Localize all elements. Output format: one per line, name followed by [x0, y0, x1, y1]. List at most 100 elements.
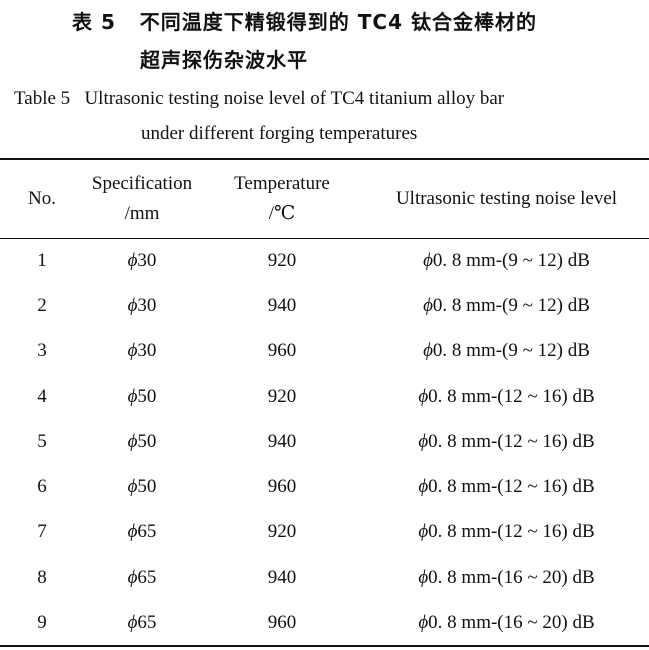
- phi-symbol: ϕ: [423, 294, 433, 316]
- table-cell: 6: [0, 464, 84, 509]
- table-row: 4 ϕ50 920 ϕ0. 8 mm-(12 ~ 16) dB: [0, 374, 649, 419]
- phi-symbol: ϕ: [423, 340, 433, 362]
- table-row: 5 ϕ50 940 ϕ 0. 8 mm-(12 ~ 16) dB: [0, 419, 649, 464]
- table-title-cn-line2: 超声探伤杂波水平: [140, 48, 308, 72]
- column-header: Specification/mm: [84, 160, 200, 238]
- phi-symbol: ϕ: [418, 476, 429, 498]
- table-row: 2 ϕ30 940 ϕ0. 8 mm-(9 ~ 12) dB: [0, 283, 649, 328]
- column-header: No.: [0, 160, 84, 238]
- table-cell: 940: [200, 283, 364, 328]
- cell-value: 50: [137, 430, 157, 452]
- table-cell: ϕ0. 8 mm-(9 ~ 12) dB: [364, 329, 649, 374]
- cell-value: 0. 8 mm-(9 ~ 12) dB: [432, 294, 590, 316]
- phi-symbol: ϕ: [127, 612, 138, 634]
- table-cell: ϕ65: [84, 555, 200, 600]
- phi-symbol: ϕ: [418, 385, 429, 407]
- cell-value: 920: [267, 385, 297, 407]
- table-label-cn: 表 5: [72, 10, 116, 34]
- cell-value: 0. 8 mm-(16 ~ 20) dB: [428, 566, 595, 588]
- table-row: 7 ϕ65 920 ϕ0. 8 mm-(12 ~ 16) dB: [0, 510, 649, 555]
- table-row: 1 ϕ30 920 ϕ0. 8 mm-(9 ~ 12) dB: [0, 238, 649, 283]
- header-text: No.: [28, 188, 56, 209]
- title-cn-text-1: 不同温度下精锻得到的 TC4 钛合金棒材的: [139, 10, 537, 34]
- table-cell: ϕ30: [84, 329, 200, 374]
- table-cell: ϕ0. 8 mm-(16 ~ 20) dB: [364, 555, 649, 600]
- cell-value: 30: [137, 340, 157, 362]
- cell-value: 940: [267, 566, 297, 588]
- column-header: Ultrasonic testing noise level: [364, 160, 649, 238]
- table-cell: ϕ0. 8 mm-(9 ~ 12) dB: [364, 283, 649, 328]
- table-title-en-line2: under different forging temperatures: [141, 123, 418, 144]
- cell-value: 960: [267, 612, 297, 634]
- table-cell: 4: [0, 374, 84, 419]
- table-cell: ϕ30: [84, 283, 200, 328]
- table-row: 3 ϕ30 960 ϕ0. 8 mm-(9 ~ 12) dB: [0, 329, 649, 374]
- cell-value: 0. 8 mm-(9 ~ 12) dB: [432, 249, 590, 271]
- top-rule: [0, 158, 649, 160]
- table-cell: ϕ65: [84, 600, 200, 645]
- header-text: Ultrasonic testing noise level: [395, 188, 618, 209]
- cell-value: 65: [137, 566, 157, 588]
- table-label-en: Table 5: [14, 88, 71, 109]
- cell-value: 50: [137, 385, 157, 407]
- phi-symbol: ϕ: [418, 566, 429, 588]
- cell-value: 30: [137, 249, 157, 271]
- table-cell: 920: [200, 238, 364, 283]
- header-text: Temperature: [234, 173, 330, 194]
- title-en-text-1: Ultrasonic testing noise level of TC4 ti…: [84, 88, 505, 109]
- cell-value: 940: [267, 430, 297, 452]
- cell-value: 0. 8 mm-(9 ~ 12) dB: [432, 340, 590, 362]
- cell-value: 8: [37, 566, 47, 588]
- cell-value: 4: [37, 385, 47, 407]
- header-row: No. Specification/mm Temperature /℃ Ultrason…: [0, 160, 649, 238]
- cell-value: 960: [267, 340, 297, 362]
- phi-symbol: ϕ: [127, 249, 138, 271]
- table-cell: ϕ0. 8 mm-(12 ~ 16) dB: [364, 510, 649, 555]
- table-cell: 1: [0, 238, 84, 283]
- table-cell: 3: [0, 329, 84, 374]
- phi-symbol: ϕ: [127, 566, 138, 588]
- table-cell: ϕ0. 8 mm-(12 ~ 16) dB: [364, 464, 649, 509]
- cell-value: 920: [267, 521, 297, 543]
- phi-symbol: ϕ: [127, 385, 138, 407]
- phi-symbol: ϕ: [423, 249, 433, 271]
- table-cell: 960: [200, 464, 364, 509]
- cell-value: 30: [137, 294, 157, 316]
- cell-value: 0. 8 mm-(12 ~ 16) dB: [428, 430, 595, 452]
- cell-value: 960: [267, 476, 297, 498]
- cell-value: 0. 8 mm-(16 ~ 20) dB: [428, 612, 595, 634]
- header-rule: [0, 238, 649, 239]
- table-cell: 940: [200, 419, 364, 464]
- cell-value: 1: [37, 249, 47, 271]
- cell-value: 940: [267, 294, 297, 316]
- phi-symbol: ϕ: [418, 612, 429, 634]
- table-cell: ϕ50: [84, 419, 200, 464]
- table-row: 8 ϕ65 940 ϕ0. 8 mm-(16 ~ 20) dB: [0, 555, 649, 600]
- table-cell: 960: [200, 600, 364, 645]
- cell-value: 5: [37, 430, 47, 452]
- table-cell: 5: [0, 419, 84, 464]
- phi-symbol: ϕ: [127, 430, 138, 452]
- cell-value: 7: [37, 521, 47, 543]
- table-cell: ϕ65: [84, 510, 200, 555]
- cell-value: 0. 8 mm-(12 ~ 16) dB: [428, 521, 595, 543]
- table-cell: ϕ30: [84, 238, 200, 283]
- header-unit: /℃: [268, 203, 296, 224]
- table-cell: 960: [200, 329, 364, 374]
- cell-value: 65: [137, 521, 157, 543]
- column-header: Temperature /℃: [200, 160, 364, 238]
- cell-value: 50: [137, 476, 157, 498]
- table-cell: 940: [200, 555, 364, 600]
- phi-symbol: ϕ: [127, 294, 138, 316]
- table-cell: ϕ0. 8 mm-(16 ~ 20) dB: [364, 600, 649, 645]
- data-table: No. Specification/mm Temperature /℃ Ultrason…: [0, 160, 649, 646]
- phi-symbol: ϕ: [127, 476, 138, 498]
- table-cell: 920: [200, 510, 364, 555]
- cell-value: 920: [267, 249, 297, 271]
- table-cell: ϕ0. 8 mm-(12 ~ 16) dB: [364, 374, 649, 419]
- phi-symbol: ϕ: [127, 340, 138, 362]
- header-unit: /mm: [124, 203, 160, 224]
- table-cell: 9: [0, 600, 84, 645]
- cell-value: 3: [37, 340, 47, 362]
- table-cell: 2: [0, 283, 84, 328]
